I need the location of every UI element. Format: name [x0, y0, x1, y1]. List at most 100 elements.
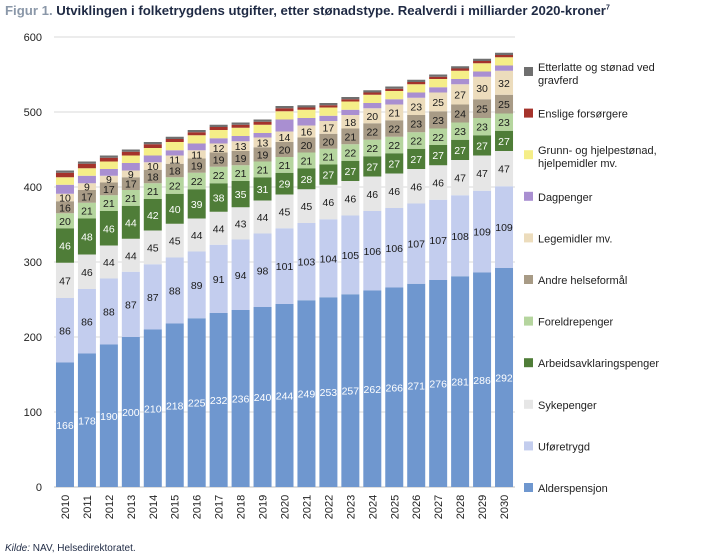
x-tick-label: 2014 — [148, 495, 160, 519]
data-label: 178 — [78, 415, 96, 427]
chart-title-text: Utviklingen i folketrygdens utgifter, et… — [56, 3, 606, 18]
bar-segment — [121, 337, 140, 487]
data-label: 27 — [345, 166, 357, 178]
legend-label: Andre helseformål — [538, 275, 627, 287]
x-tick-label: 2018 — [236, 495, 248, 519]
bar-segment — [99, 169, 118, 176]
bar-segment — [55, 172, 74, 178]
bar-segment — [77, 163, 96, 169]
data-label: 107 — [407, 239, 425, 251]
bar-segment — [121, 190, 140, 206]
y-tick-label: 0 — [36, 482, 42, 494]
bar-segment — [121, 271, 140, 337]
bar-segment — [55, 170, 74, 173]
bar-segment — [231, 310, 250, 487]
bar-segment — [319, 148, 338, 165]
source-note: Kilde: NAV, Helsedirektoratet. — [5, 543, 136, 554]
data-label: 104 — [320, 253, 338, 265]
data-label: 21 — [125, 193, 137, 205]
bar-segment — [407, 82, 426, 85]
legend-swatch — [524, 275, 533, 284]
data-label: 19 — [257, 149, 269, 161]
bar-segment — [143, 148, 162, 156]
bar-segment — [429, 76, 448, 79]
bar-segment — [121, 155, 140, 163]
bar-segment — [231, 122, 250, 125]
bar-segment — [385, 88, 404, 91]
data-label: 27 — [498, 136, 510, 148]
data-label: 10 — [147, 161, 159, 173]
data-label: 44 — [191, 230, 203, 242]
x-tick-label: 2030 — [499, 495, 511, 519]
legend-label: Etterlatte og stønad ved gravferd — [538, 62, 655, 87]
x-tick-label: 2025 — [389, 495, 401, 519]
bar-segment — [99, 344, 118, 487]
bar-segment — [143, 142, 162, 145]
data-label: 249 — [298, 389, 316, 401]
bar-segment — [429, 165, 448, 200]
bar-segment — [121, 238, 140, 272]
x-tick-label: 2010 — [60, 495, 72, 519]
bar-segment — [319, 164, 338, 185]
bar-segment — [407, 283, 426, 487]
data-label: 107 — [429, 235, 447, 247]
bar-segment — [253, 119, 272, 122]
data-label: 46 — [388, 186, 400, 198]
data-label: 9 — [128, 169, 134, 181]
data-label: 218 — [166, 400, 184, 412]
data-label: 45 — [147, 242, 159, 254]
data-label: 47 — [498, 164, 510, 176]
bar-segment — [209, 127, 228, 130]
data-label: 47 — [59, 275, 71, 287]
bar-segment — [165, 150, 184, 156]
legend-label: Legemidler mv. — [538, 233, 612, 245]
data-label: 14 — [279, 132, 291, 144]
data-label: 22 — [432, 132, 444, 144]
data-label: 23 — [410, 101, 422, 113]
data-label: 46 — [366, 189, 378, 201]
bar-segment — [385, 136, 404, 154]
bar-segment — [253, 233, 272, 307]
bar-segment — [385, 120, 404, 137]
data-label: 47 — [476, 168, 488, 180]
data-label: 18 — [147, 172, 159, 184]
bar-segment — [297, 109, 316, 118]
data-label: 25 — [498, 99, 510, 111]
bar-segment — [275, 304, 294, 487]
data-label: 22 — [366, 127, 378, 139]
bar-segment — [297, 168, 316, 190]
data-label: 271 — [407, 380, 425, 392]
bar-segment — [341, 144, 360, 161]
bar-segment — [385, 153, 404, 174]
bar-segment — [55, 298, 74, 363]
bar-segment — [187, 130, 206, 133]
bar-segment — [187, 172, 206, 190]
bar-segment — [319, 133, 338, 149]
x-tick-label: 2019 — [258, 495, 270, 519]
bar-segment — [341, 160, 360, 181]
data-label: 20 — [323, 136, 335, 148]
bar-segment — [165, 323, 184, 487]
data-label: 22 — [345, 148, 357, 160]
legend-label-line: Alderspensjon — [538, 483, 608, 495]
data-label: 236 — [232, 394, 250, 406]
data-label: 24 — [454, 109, 466, 121]
bar-segment — [253, 307, 272, 487]
bar-segment — [143, 144, 162, 148]
data-label: 46 — [432, 178, 444, 190]
data-label: 166 — [56, 420, 74, 432]
bar-segment — [77, 218, 96, 255]
bar-segment — [143, 199, 162, 231]
legend-label-line: hjelpemidler mv. — [538, 158, 617, 170]
bar-segment — [363, 156, 382, 177]
bar-segment — [231, 207, 250, 240]
bar-segment — [341, 128, 360, 145]
data-label: 44 — [103, 257, 115, 269]
legend-swatch — [524, 108, 533, 118]
bar-segment — [187, 251, 206, 319]
bar-segment — [451, 68, 470, 71]
bar-segment — [429, 145, 448, 166]
data-label: 20 — [59, 216, 71, 228]
bar-segment — [451, 276, 470, 487]
bar-segment — [209, 244, 228, 313]
